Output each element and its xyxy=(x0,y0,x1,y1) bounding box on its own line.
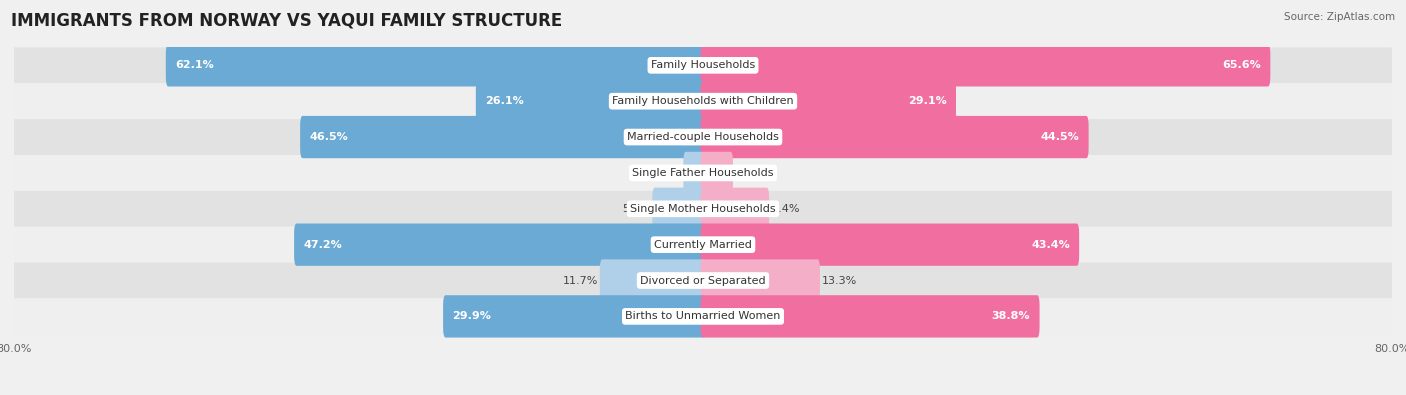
Text: 29.1%: 29.1% xyxy=(908,96,946,106)
FancyBboxPatch shape xyxy=(14,155,1392,191)
Text: Births to Unmarried Women: Births to Unmarried Women xyxy=(626,311,780,322)
Legend: Immigrants from Norway, Yaqui: Immigrants from Norway, Yaqui xyxy=(575,392,831,395)
Text: 62.1%: 62.1% xyxy=(176,60,214,70)
FancyBboxPatch shape xyxy=(600,260,706,302)
Text: 44.5%: 44.5% xyxy=(1040,132,1080,142)
FancyBboxPatch shape xyxy=(700,80,956,122)
FancyBboxPatch shape xyxy=(700,295,1039,338)
Text: Currently Married: Currently Married xyxy=(654,240,752,250)
Text: Single Mother Households: Single Mother Households xyxy=(630,204,776,214)
FancyBboxPatch shape xyxy=(700,260,820,302)
Text: Family Households with Children: Family Households with Children xyxy=(612,96,794,106)
Text: IMMIGRANTS FROM NORWAY VS YAQUI FAMILY STRUCTURE: IMMIGRANTS FROM NORWAY VS YAQUI FAMILY S… xyxy=(11,12,562,30)
FancyBboxPatch shape xyxy=(700,116,1088,158)
Text: 7.4%: 7.4% xyxy=(770,204,800,214)
Text: Single Father Households: Single Father Households xyxy=(633,168,773,178)
Text: 26.1%: 26.1% xyxy=(485,96,524,106)
Text: 47.2%: 47.2% xyxy=(304,240,342,250)
FancyBboxPatch shape xyxy=(294,224,706,266)
Text: 11.7%: 11.7% xyxy=(562,276,598,286)
Text: 65.6%: 65.6% xyxy=(1222,60,1261,70)
Text: Married-couple Households: Married-couple Households xyxy=(627,132,779,142)
Text: 29.9%: 29.9% xyxy=(453,311,491,322)
FancyBboxPatch shape xyxy=(700,44,1271,87)
Text: 5.6%: 5.6% xyxy=(623,204,651,214)
Text: Divorced or Separated: Divorced or Separated xyxy=(640,276,766,286)
FancyBboxPatch shape xyxy=(652,188,706,230)
FancyBboxPatch shape xyxy=(443,295,706,338)
FancyBboxPatch shape xyxy=(700,152,733,194)
Text: 46.5%: 46.5% xyxy=(309,132,349,142)
Text: 38.8%: 38.8% xyxy=(991,311,1031,322)
FancyBboxPatch shape xyxy=(700,188,769,230)
FancyBboxPatch shape xyxy=(683,152,706,194)
FancyBboxPatch shape xyxy=(14,47,1392,83)
FancyBboxPatch shape xyxy=(700,224,1080,266)
FancyBboxPatch shape xyxy=(14,227,1392,263)
FancyBboxPatch shape xyxy=(14,263,1392,299)
FancyBboxPatch shape xyxy=(14,83,1392,119)
Text: Source: ZipAtlas.com: Source: ZipAtlas.com xyxy=(1284,12,1395,22)
FancyBboxPatch shape xyxy=(14,119,1392,155)
Text: 13.3%: 13.3% xyxy=(823,276,858,286)
FancyBboxPatch shape xyxy=(299,116,706,158)
FancyBboxPatch shape xyxy=(475,80,706,122)
FancyBboxPatch shape xyxy=(166,44,706,87)
Text: 43.4%: 43.4% xyxy=(1031,240,1070,250)
Text: Family Households: Family Households xyxy=(651,60,755,70)
Text: 3.2%: 3.2% xyxy=(735,168,763,178)
FancyBboxPatch shape xyxy=(14,299,1392,334)
Text: 2.0%: 2.0% xyxy=(654,168,682,178)
FancyBboxPatch shape xyxy=(14,191,1392,227)
